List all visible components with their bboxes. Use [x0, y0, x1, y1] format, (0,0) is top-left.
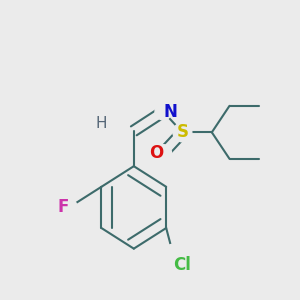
Circle shape [100, 116, 115, 131]
Text: F: F [58, 198, 69, 216]
Circle shape [162, 244, 185, 268]
Text: S: S [176, 123, 188, 141]
Text: O: O [149, 144, 163, 162]
Circle shape [61, 199, 77, 216]
Circle shape [173, 123, 192, 142]
Text: Cl: Cl [174, 256, 191, 274]
Text: N: N [163, 103, 177, 121]
Text: H: H [96, 116, 107, 131]
Circle shape [155, 145, 172, 161]
Circle shape [155, 103, 172, 120]
